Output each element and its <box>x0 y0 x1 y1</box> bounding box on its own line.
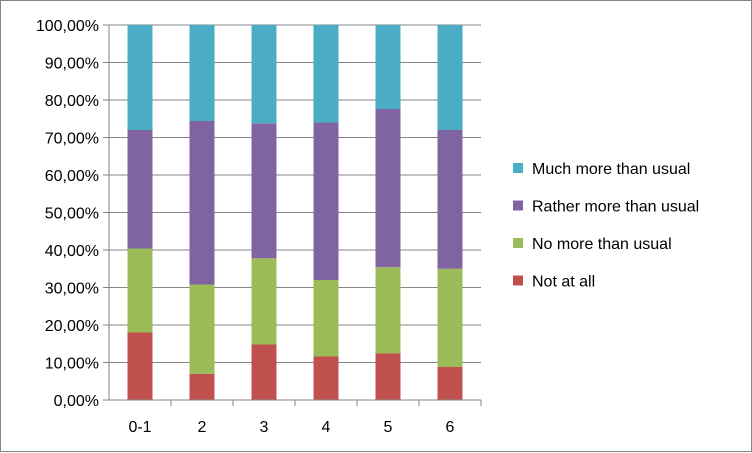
bar-segment <box>375 25 401 109</box>
legend-swatch <box>513 163 523 173</box>
bar-segment <box>189 121 215 285</box>
y-tick-label: 100,00% <box>36 18 99 35</box>
bar-segment <box>189 25 215 121</box>
legend-label: No more than usual <box>532 236 672 253</box>
bar-segment <box>251 123 277 259</box>
bar-segment <box>189 373 215 400</box>
y-tick-label: 0,00% <box>54 393 99 410</box>
bar-segment <box>189 284 215 374</box>
bar-segment <box>127 25 153 130</box>
x-tick-label: 5 <box>384 419 393 436</box>
bars <box>127 25 463 400</box>
legend: Much more than usual Rather more than usu… <box>513 161 699 291</box>
y-tick-label: 10,00% <box>45 356 99 373</box>
x-tick-label: 0-1 <box>128 419 151 436</box>
bar-segment <box>127 130 153 249</box>
y-tick-label: 90,00% <box>45 56 99 73</box>
bar-segment <box>437 268 463 367</box>
bar-segment <box>437 25 463 130</box>
y-tick-label: 80,00% <box>45 93 99 110</box>
bar-segment <box>313 356 339 400</box>
y-tick-label: 50,00% <box>45 206 99 223</box>
bar-segment <box>313 25 339 123</box>
bar-segment <box>313 122 339 280</box>
bar-segment <box>437 130 463 269</box>
bar-segment <box>251 258 277 345</box>
y-tick-label: 70,00% <box>45 131 99 148</box>
legend-label: Much more than usual <box>532 161 690 178</box>
x-tick-label: 2 <box>198 419 207 436</box>
x-tick-label: 6 <box>446 419 455 436</box>
bar-segment <box>375 353 401 400</box>
y-tick-label: 40,00% <box>45 243 99 260</box>
y-tick-label: 60,00% <box>45 168 99 185</box>
x-tick-label: 4 <box>322 419 331 436</box>
bar-segment <box>313 280 339 357</box>
bar-segment <box>251 25 277 124</box>
bar-segment <box>375 267 401 354</box>
y-tick-label: 30,00% <box>45 281 99 298</box>
bar-segment <box>437 367 463 400</box>
bar-segment <box>251 344 277 400</box>
gridlines <box>109 24 481 363</box>
bar-segment <box>127 248 153 333</box>
bar-segment <box>375 109 401 268</box>
x-tick-label: 3 <box>260 419 269 436</box>
legend-swatch <box>513 238 523 248</box>
legend-swatch <box>513 275 523 286</box>
y-tick-label: 20,00% <box>45 318 99 335</box>
bar-segment <box>127 332 153 400</box>
legend-label: Not at all <box>532 274 595 291</box>
axes: 0,00% 10,00% 20,00% 30,00% 40,00% 50,00% 60,00… <box>36 18 482 436</box>
legend-swatch <box>513 200 523 211</box>
legend-label: Rather more than usual <box>532 199 699 216</box>
